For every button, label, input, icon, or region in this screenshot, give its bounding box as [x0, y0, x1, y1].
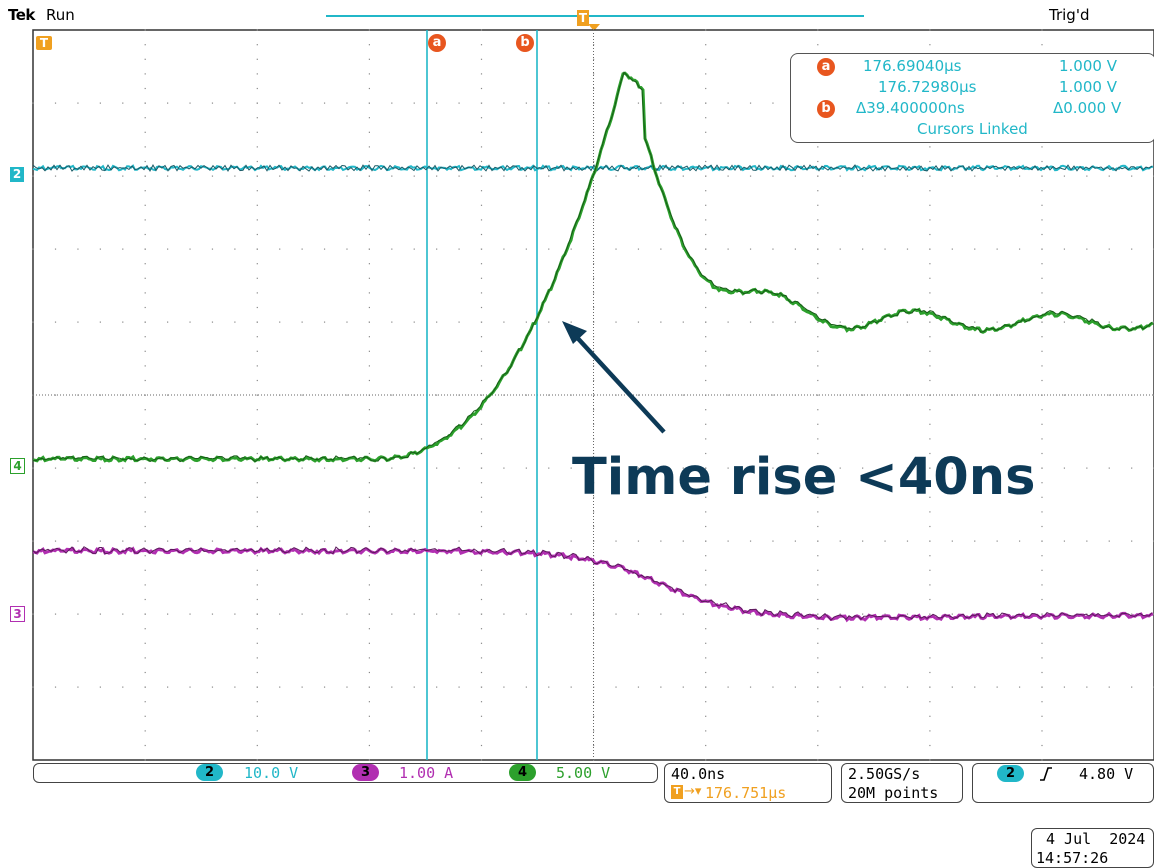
cursor-a-badge[interactable]: a [428, 34, 446, 52]
time-display: 14:57:26 [1036, 849, 1109, 867]
cursor-delta-time: Δ39.400000ns [856, 99, 965, 117]
timebase-panel[interactable]: 40.0ns T →▾ 176.751µs [664, 763, 832, 803]
ch3-scale[interactable]: 1.00 A [399, 764, 454, 782]
trigger-panel[interactable]: 2 4.80 V [972, 763, 1154, 803]
cursor-b-volt: 1.000 V [1059, 78, 1117, 96]
date-display: 4 Jul 2024 [1046, 830, 1146, 848]
trigger-position-badge-icon: T [671, 785, 683, 799]
ch4-ground-marker[interactable]: 4 [10, 458, 25, 474]
acquisition-panel[interactable]: 2.50GS/s 20M points [841, 763, 963, 803]
ch3-waveform-noise [32, 546, 1153, 621]
rising-edge-icon [1040, 767, 1052, 781]
status-bar: Tek Run Trig'd T [0, 0, 1154, 31]
readout-a-badge: a [817, 58, 835, 76]
ch2-ground-marker[interactable]: 2 [10, 167, 24, 182]
timebase-position: 176.751µs [705, 784, 787, 802]
readout-b-badge: b [817, 100, 835, 118]
ch2-badge[interactable]: 2 [196, 764, 223, 781]
trigger-position-icon: T [36, 36, 52, 50]
record-length: 20M points [848, 784, 939, 802]
timebase-scale: 40.0ns [671, 765, 726, 783]
ch4-badge[interactable]: 4 [509, 764, 536, 781]
ch4-waveform-noise [32, 71, 1153, 463]
trigger-state: Trig'd [1049, 6, 1090, 24]
ch2-waveform-noise [32, 164, 1153, 173]
cursor-b-time: 176.72980µs [878, 78, 977, 96]
trigger-arrow-icon [588, 24, 600, 31]
ch3-badge[interactable]: 3 [352, 764, 379, 781]
brand-logo: Tek [8, 6, 35, 24]
annotation-arrow-line [570, 330, 666, 434]
ch3-ground-marker[interactable]: 3 [10, 606, 25, 622]
channel-scales-panel: 2 10.0 V 3 1.00 A 4 5.00 V [33, 763, 658, 783]
ch2-scale[interactable]: 10.0 V [244, 764, 299, 782]
record-position-bar [326, 15, 864, 17]
annotation-arrow-head [562, 321, 587, 344]
run-state: Run [46, 6, 75, 24]
cursor-b-badge[interactable]: b [516, 34, 534, 52]
rise-time-annotation: Time rise <40ns [572, 448, 1036, 507]
cursor-a-time: 176.69040µs [863, 57, 962, 75]
datetime-panel: 4 Jul 2024 14:57:26 [1031, 828, 1154, 868]
sample-rate: 2.50GS/s [848, 765, 921, 783]
cursor-delta-volt: Δ0.000 V [1053, 99, 1122, 117]
trigger-source-badge: 2 [997, 765, 1024, 782]
cursor-readout-panel: a 176.69040µs 1.000 V 176.72980µs 1.000 … [790, 53, 1154, 143]
trigger-position-top-icon: T [577, 10, 589, 26]
cursor-a-volt: 1.000 V [1059, 57, 1117, 75]
ch4-scale[interactable]: 5.00 V [556, 764, 611, 782]
arrow-right-icon: →▾ [684, 784, 702, 799]
trigger-level: 4.80 V [1079, 765, 1134, 783]
cursors-linked-label: Cursors Linked [917, 120, 1028, 138]
